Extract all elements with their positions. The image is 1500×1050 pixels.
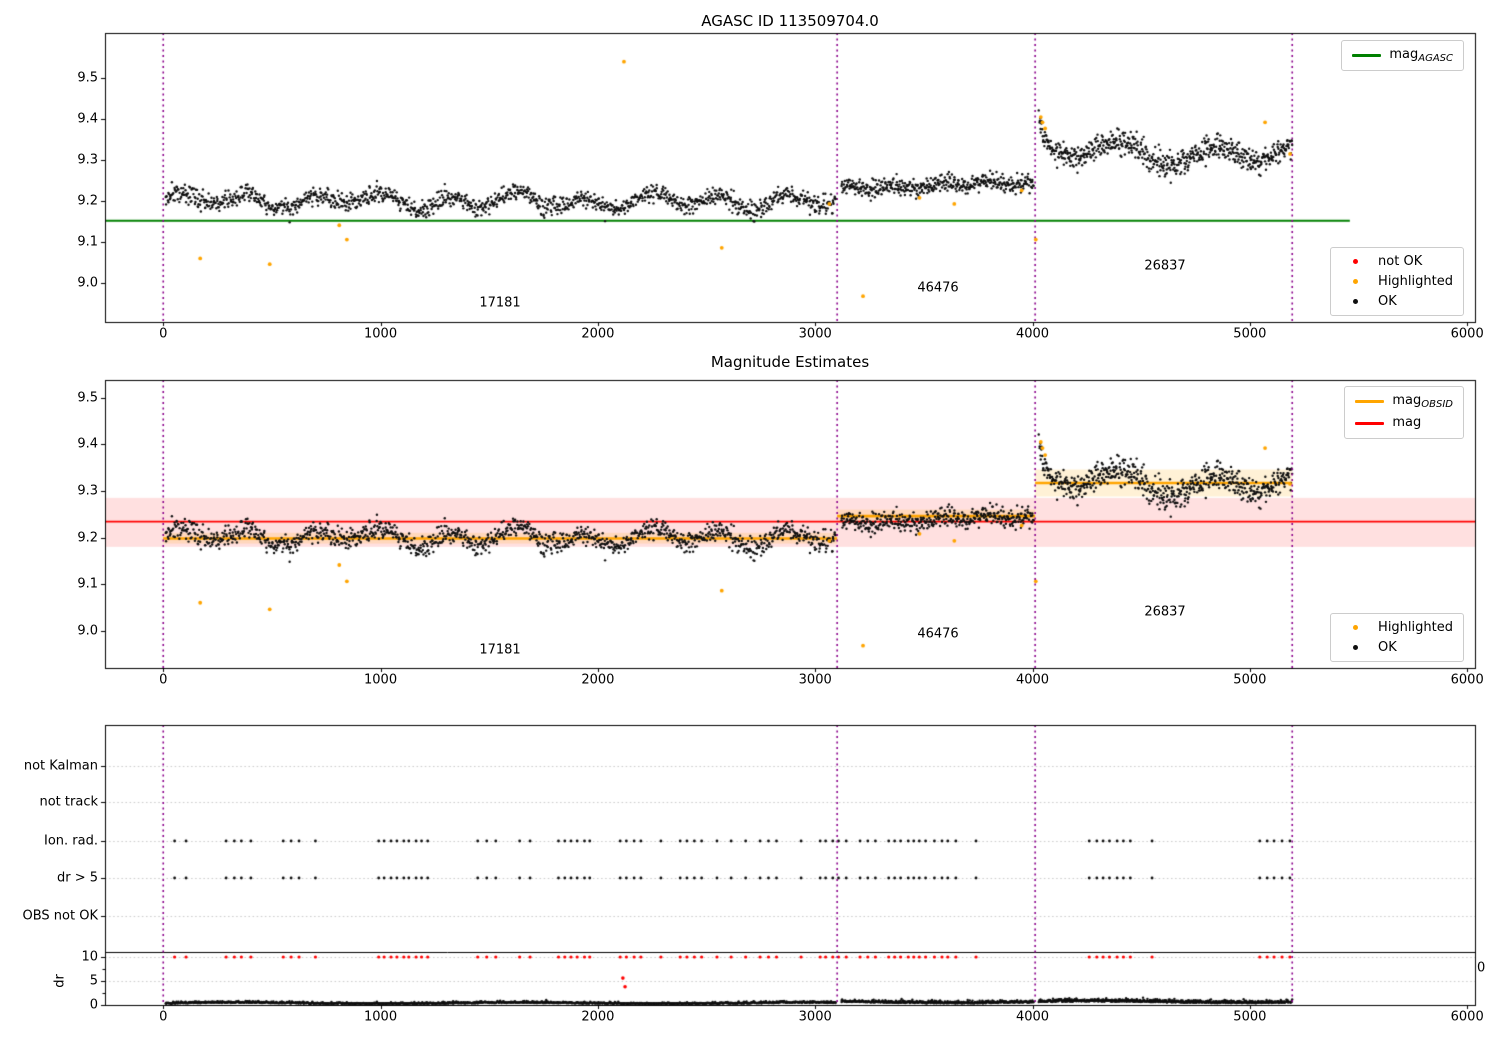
black-dot-swatch xyxy=(1341,645,1370,650)
x-tick-label: 3000 xyxy=(798,1009,832,1025)
legend-mag-lines: magOBSID mag xyxy=(1344,386,1464,439)
legend-item-mag-obsid: magOBSID xyxy=(1355,393,1453,410)
orange-line-swatch xyxy=(1355,400,1385,403)
dr-tick-label: 5 xyxy=(89,973,98,989)
orange-dot-swatch xyxy=(1341,625,1370,630)
x-tick-label: 0 xyxy=(159,1009,168,1025)
obsid-annotation: 26837 xyxy=(1144,604,1186,620)
obsid-annotation: 17181 xyxy=(479,295,521,311)
orange-dot-swatch xyxy=(1341,279,1370,284)
y-tick-label: 9.1 xyxy=(77,234,98,250)
y-tick-label: 9.5 xyxy=(77,70,98,86)
x-tick-label: 5000 xyxy=(1233,326,1267,342)
legend-item-highlighted: Highlighted xyxy=(1341,620,1453,635)
dr-tick-label: 10 xyxy=(81,949,98,965)
x-tick-label: 5000 xyxy=(1233,672,1267,688)
legend-point-types-middle: Highlighted OK xyxy=(1330,613,1464,662)
y-tick-label: 9.4 xyxy=(77,436,98,452)
y-tick-label: 9.2 xyxy=(77,530,98,545)
y-tick-label: 9.0 xyxy=(77,275,98,291)
legend-point-types-top: not OK Highlighted OK xyxy=(1330,247,1464,316)
x-tick-label: 1000 xyxy=(364,672,398,688)
dr-tick-label: 0 xyxy=(89,997,98,1013)
flag-row-label: OBS not OK xyxy=(22,908,99,924)
x-tick-label: 0 xyxy=(159,672,168,688)
x-tick-label: 6000 xyxy=(1450,1009,1484,1025)
x-tick-label: 5000 xyxy=(1233,1009,1267,1025)
flag-row-label: not Kalman xyxy=(23,758,98,774)
x-tick-label: 4000 xyxy=(1015,672,1050,688)
green-line-swatch xyxy=(1352,54,1382,57)
legend-label-sub: AGASC xyxy=(1418,53,1453,64)
y-tick-label: 9.1 xyxy=(77,576,98,592)
y-tick-label: 9.5 xyxy=(77,390,98,406)
middle-plot-title: Magnitude Estimates xyxy=(710,353,870,371)
obsid-annotation: 17181 xyxy=(479,642,521,658)
x-tick-label: 2000 xyxy=(581,326,615,342)
red-dot-swatch xyxy=(1341,259,1370,264)
obsid-annotation: 46476 xyxy=(917,280,959,296)
x-tick-label: 6000 xyxy=(1450,326,1484,342)
red-line-swatch xyxy=(1355,422,1385,425)
y-tick-label: 9.3 xyxy=(77,152,98,168)
x-tick-label: 0 xyxy=(159,326,168,342)
legend-label: not OK xyxy=(1378,254,1423,269)
legend-label: Highlighted xyxy=(1378,274,1453,289)
legend-item-ok: OK xyxy=(1341,640,1453,655)
x-tick-label: 1000 xyxy=(364,1009,398,1025)
legend-item-not-ok: not OK xyxy=(1341,254,1453,269)
obsid-annotation: 26837 xyxy=(1144,258,1186,274)
x-tick-label: 4000 xyxy=(1015,326,1050,342)
dr-axis-label: dr xyxy=(52,974,68,988)
right-zero-tick-label: 0 xyxy=(1477,960,1486,976)
x-tick-label: 3000 xyxy=(798,326,832,342)
legend-label-sub: OBSID xyxy=(1421,399,1453,410)
y-tick-label: 9.3 xyxy=(77,483,98,499)
x-tick-label: 3000 xyxy=(798,672,832,688)
top-plot-title: AGASC ID 113509704.0 xyxy=(701,12,879,30)
flag-row-label: Ion. rad. xyxy=(44,833,98,849)
legend-label: Highlighted xyxy=(1378,620,1453,635)
legend-item-ok: OK xyxy=(1341,294,1453,309)
y-tick-label: 9.4 xyxy=(77,111,98,127)
x-tick-label: 4000 xyxy=(1015,1009,1050,1025)
x-tick-label: 2000 xyxy=(581,1009,615,1025)
y-tick-label: 9.0 xyxy=(77,623,98,639)
legend-item-mag: mag xyxy=(1355,415,1453,432)
black-dot-swatch xyxy=(1341,299,1370,304)
legend-label: magAGASC xyxy=(1389,47,1453,64)
flag-row-label: dr > 5 xyxy=(56,870,98,886)
legend-label: magOBSID xyxy=(1392,393,1453,410)
obsid-annotation: 46476 xyxy=(917,626,959,642)
x-tick-label: 6000 xyxy=(1450,672,1484,688)
x-tick-label: 2000 xyxy=(581,672,615,688)
legend-item-mag-agasc: magAGASC xyxy=(1352,47,1453,64)
y-tick-label: 9.2 xyxy=(77,193,98,209)
legend-item-highlighted: Highlighted xyxy=(1341,274,1453,289)
legend-mag-agasc: magAGASC xyxy=(1341,40,1464,71)
x-tick-label: 1000 xyxy=(364,326,398,342)
legend-label: OK xyxy=(1378,294,1397,309)
legend-label: mag xyxy=(1392,415,1422,430)
flag-row-label: not track xyxy=(39,794,98,810)
legend-label: OK xyxy=(1378,640,1397,655)
